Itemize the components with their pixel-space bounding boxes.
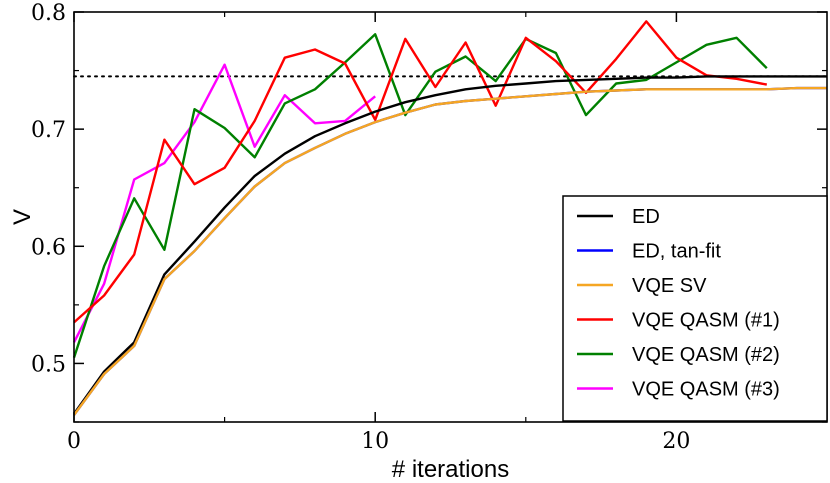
- legend-label: ED, tan-fit: [632, 241, 721, 263]
- y-tick-label: 0.7: [31, 118, 66, 143]
- x-axis-title: # iterations: [392, 456, 509, 483]
- legend-box: [562, 195, 828, 422]
- y-tick-label: 0.6: [31, 235, 66, 260]
- x-tick-label: 20: [662, 429, 690, 454]
- series-line-vqe-qasm-3: [72, 63, 376, 343]
- axes: 0 10 20 0.5 0.6 0.7 0.8: [31, 1, 827, 454]
- series-line-vqe-qasm-1: [73, 20, 768, 324]
- legend-label: VQE SV: [632, 275, 707, 297]
- legend-label: VQE QASM (#3): [632, 379, 780, 401]
- legend: ED ED, tan-fit VQE SV VQE QASM (#1) VQE QASM…: [562, 195, 828, 422]
- series-line-vqe-sv: [73, 86, 827, 416]
- y-tick-label: 0.8: [31, 1, 66, 26]
- y-axis-title: V: [9, 209, 36, 225]
- legend-label: VQE QASM (#1): [632, 310, 780, 332]
- plot-layer: [72, 20, 828, 416]
- x-tick-label: 0: [67, 429, 81, 454]
- x-tick-label: 10: [361, 429, 389, 454]
- series-line-ed: [73, 75, 827, 415]
- legend-label: ED: [632, 206, 660, 228]
- legend-label: VQE QASM (#2): [632, 344, 780, 366]
- y-tick-label: 0.5: [31, 352, 66, 377]
